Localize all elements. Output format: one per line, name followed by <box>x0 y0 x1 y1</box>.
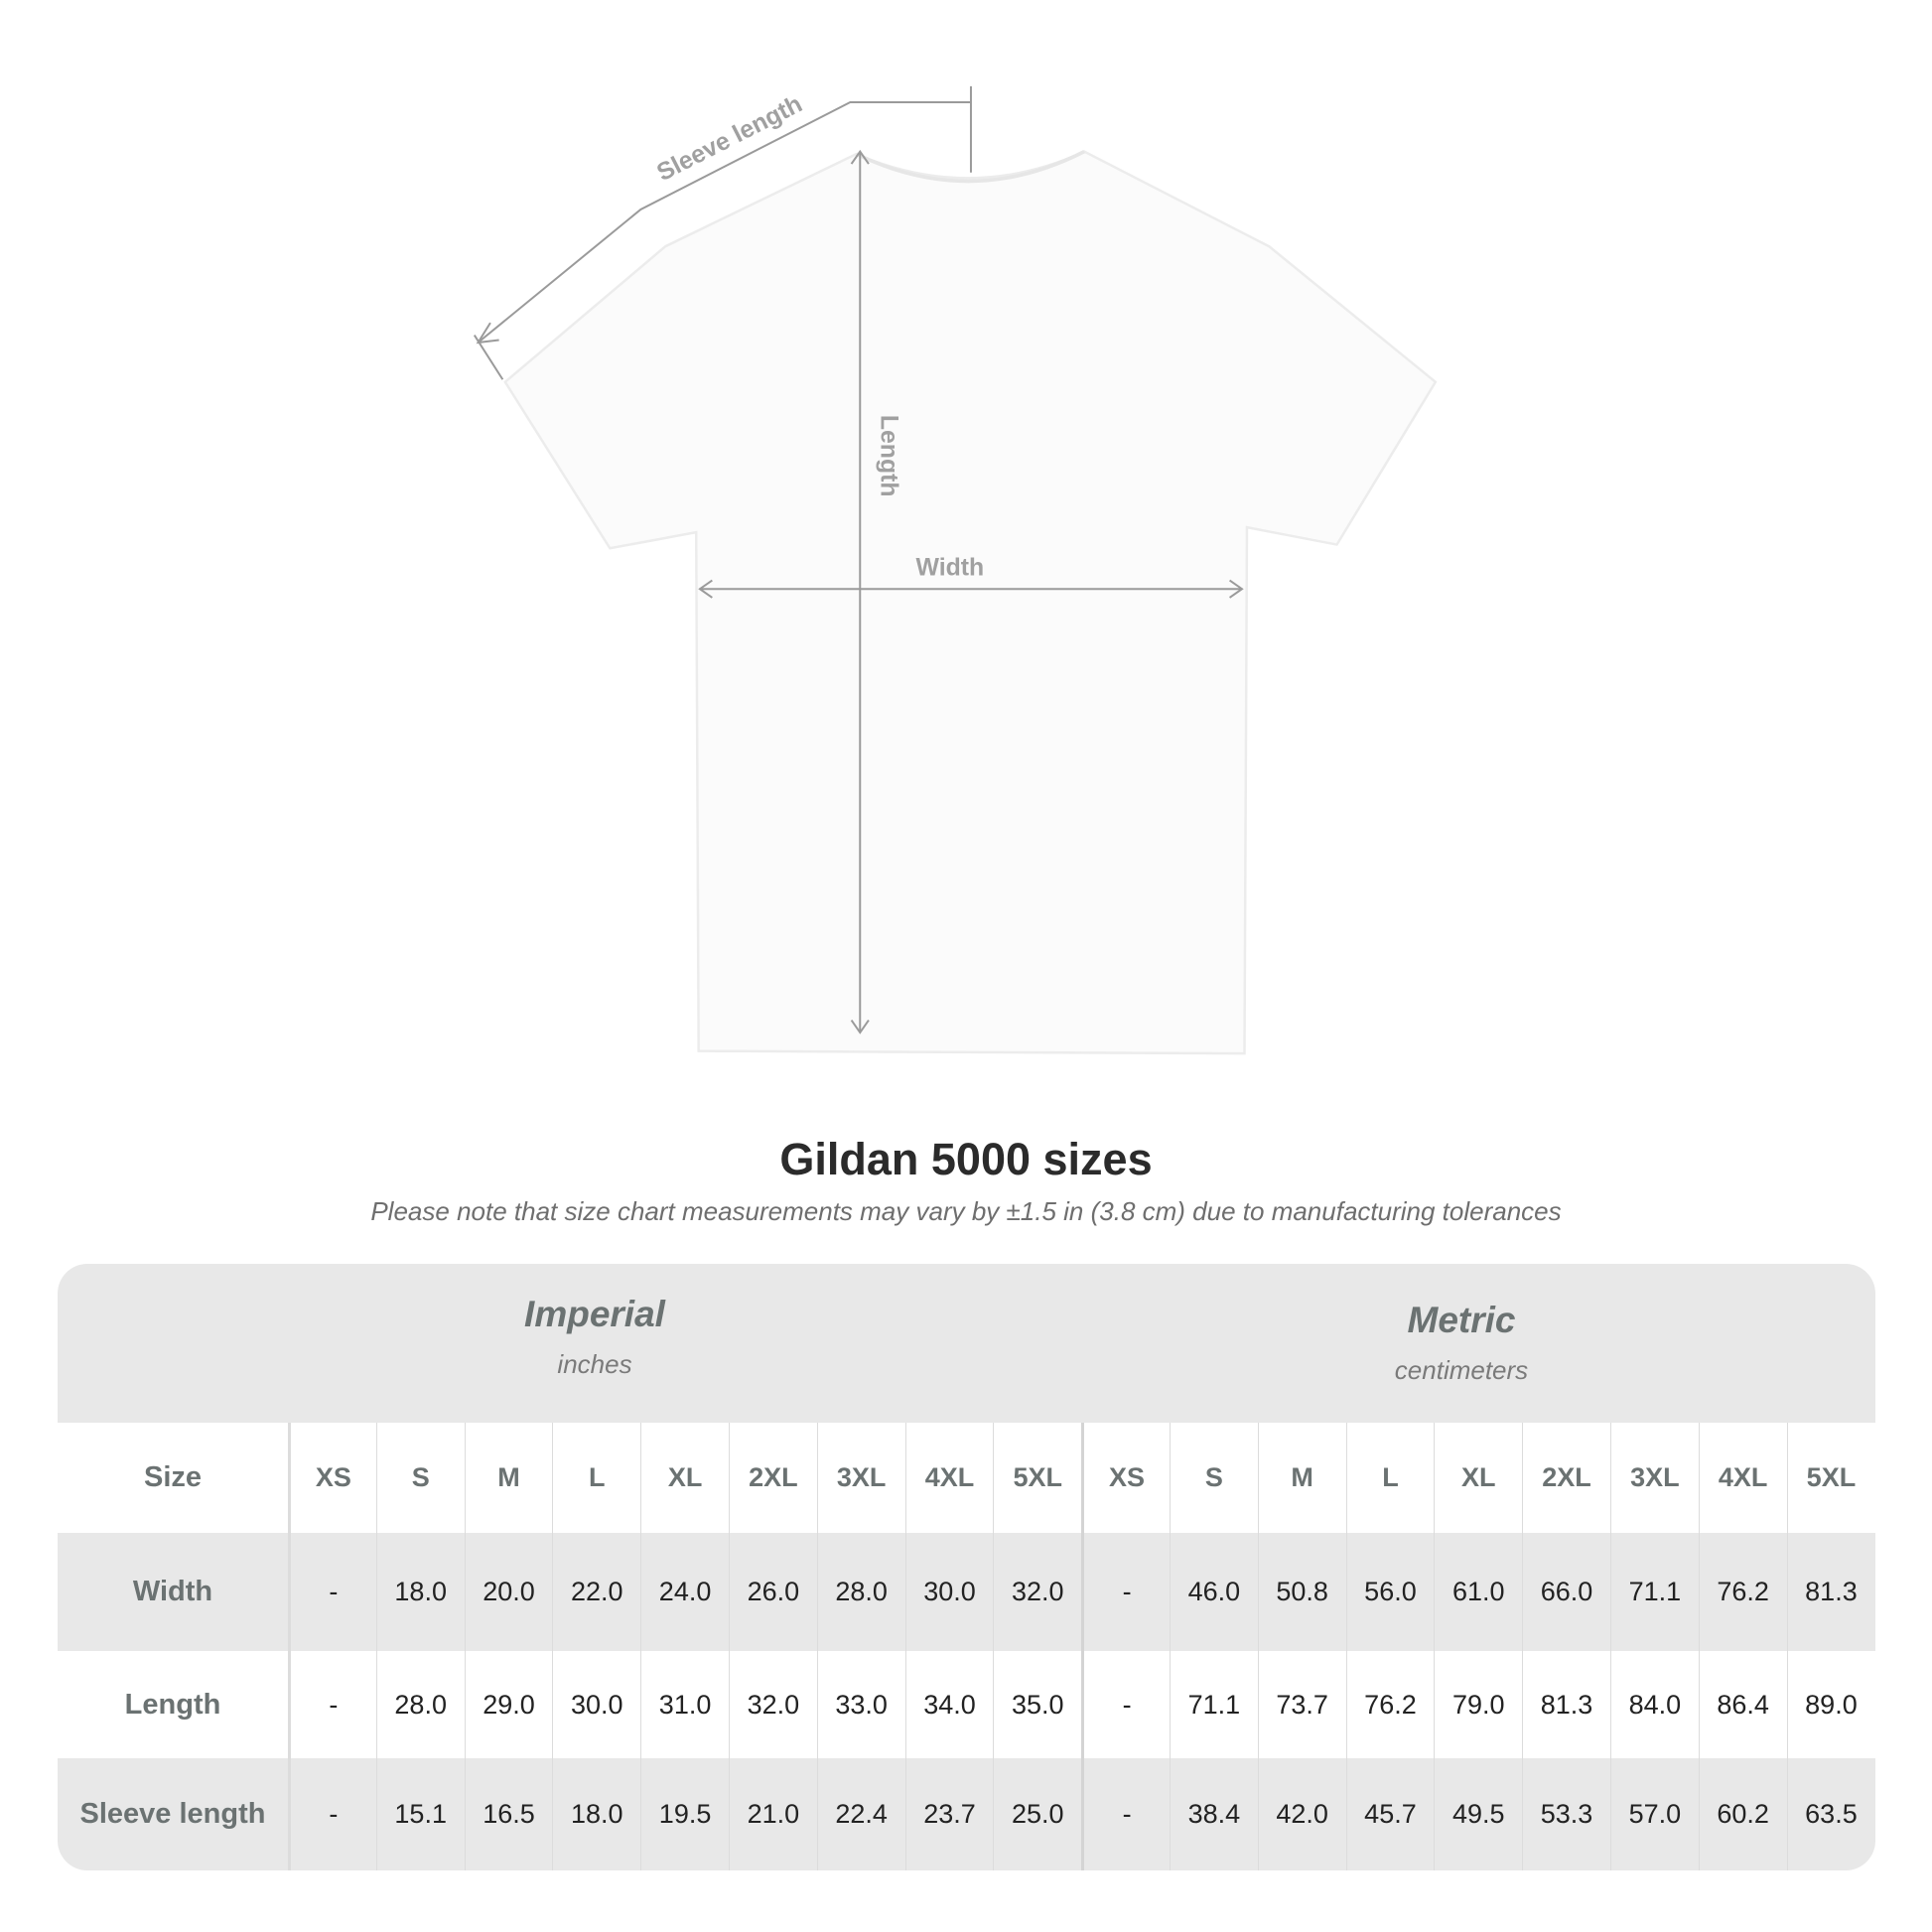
metric-value-cell: 86.4 <box>1698 1651 1787 1758</box>
metric-value-cell: 50.8 <box>1257 1533 1346 1651</box>
imperial-value-cell: 22.0 <box>552 1533 640 1651</box>
size-table: Imperial inches Metric centimeters Size X… <box>58 1264 1875 1870</box>
metric-value-cell: 42.0 <box>1257 1758 1346 1870</box>
imperial-header: Imperial inches <box>297 1294 893 1380</box>
size-header-cell: XL <box>640 1423 729 1533</box>
imperial-value-cell: 16.5 <box>464 1758 553 1870</box>
table-row: Width -18.0 20.0 22.0 24.0 26.0 28.0 30.0 32.0-4… <box>58 1533 1875 1651</box>
tolerance-note: Please note that size chart measurements… <box>370 1196 1562 1226</box>
sleeve-measure-line <box>473 85 972 380</box>
imperial-value-cell: 24.0 <box>640 1533 729 1651</box>
size-header-cell: 2XL <box>1522 1423 1610 1533</box>
imperial-value-cell: 32.0 <box>993 1533 1081 1651</box>
imperial-value-cell: 28.0 <box>375 1651 465 1758</box>
metric-value-cell: 45.7 <box>1345 1758 1435 1870</box>
metric-value-cell: 71.1 <box>1609 1533 1699 1651</box>
imperial-value-cell: 34.0 <box>904 1651 994 1758</box>
size-header-cell: S <box>375 1423 465 1533</box>
imperial-value-cell: 25.0 <box>993 1758 1081 1870</box>
imperial-value-cell: 21.0 <box>728 1758 817 1870</box>
page-title: Gildan 5000 sizes <box>779 1134 1153 1184</box>
imperial-value-cell: 30.0 <box>904 1533 994 1651</box>
metric-value-cell: 84.0 <box>1609 1651 1699 1758</box>
imperial-value-cell: 33.0 <box>816 1651 905 1758</box>
size-header-cell: L <box>552 1423 640 1533</box>
row-label: Length <box>124 1688 221 1721</box>
imperial-value-cell: 23.7 <box>904 1758 994 1870</box>
imperial-value-cell: 31.0 <box>640 1651 729 1758</box>
metric-value-cell: 49.5 <box>1434 1758 1522 1870</box>
imperial-value-cell: 22.4 <box>816 1758 905 1870</box>
imperial-value-cell: 18.0 <box>375 1533 465 1651</box>
metric-value-cell: - <box>1081 1533 1170 1651</box>
metric-value-cell: 53.3 <box>1522 1758 1610 1870</box>
size-header-cell: 3XL <box>816 1423 905 1533</box>
row-label: Width <box>132 1576 213 1607</box>
imperial-value-cell: - <box>288 1758 376 1870</box>
metric-value-cell: 71.1 <box>1169 1651 1258 1758</box>
metric-value-cell: 76.2 <box>1345 1651 1435 1758</box>
metric-value-cell: - <box>1081 1758 1170 1870</box>
sleeve-length-label: Sleeve length <box>653 90 807 187</box>
metric-header: Metric centimeters <box>1164 1300 1759 1386</box>
tshirt-image <box>503 150 1438 1055</box>
row-label: Size <box>143 1461 203 1493</box>
imperial-value-cell: 26.0 <box>728 1533 817 1651</box>
metric-value-cell: 63.5 <box>1786 1758 1875 1870</box>
imperial-title: Imperial <box>524 1294 665 1334</box>
metric-value-cell: 56.0 <box>1345 1533 1435 1651</box>
metric-value-cell: 57.0 <box>1609 1758 1699 1870</box>
table-row: Sleeve length -15.1 16.5 18.0 19.5 21.0 22.4 23… <box>58 1758 1875 1870</box>
metric-value-cell: 66.0 <box>1522 1533 1610 1651</box>
size-header-cell: 4XL <box>1698 1423 1787 1533</box>
metric-value-cell: 79.0 <box>1434 1651 1522 1758</box>
length-label: Length <box>875 415 901 497</box>
imperial-value-cell: - <box>288 1533 376 1651</box>
metric-value-cell: 38.4 <box>1169 1758 1258 1870</box>
size-header-cell: XL <box>1434 1423 1522 1533</box>
imperial-unit: inches <box>557 1349 632 1379</box>
metric-title: Metric <box>1407 1300 1516 1340</box>
row-label: Sleeve length <box>79 1798 266 1830</box>
metric-value-cell: 73.7 <box>1257 1651 1346 1758</box>
imperial-value-cell: - <box>288 1651 376 1758</box>
size-header-cell: 2XL <box>728 1423 817 1533</box>
length-measure-line <box>850 149 870 1035</box>
metric-unit: centimeters <box>1394 1355 1529 1385</box>
imperial-value-cell: 29.0 <box>464 1651 553 1758</box>
metric-value-cell: 81.3 <box>1786 1533 1875 1651</box>
imperial-value-cell: 35.0 <box>993 1651 1081 1758</box>
metric-value-cell: 61.0 <box>1434 1533 1522 1651</box>
imperial-value-cell: 15.1 <box>375 1758 465 1870</box>
metric-value-cell: - <box>1081 1651 1170 1758</box>
unit-header-band: Imperial inches Metric centimeters <box>58 1264 1875 1423</box>
table-row: Length -28.0 29.0 30.0 31.0 32.0 33.0 34.0 35.0-… <box>58 1651 1875 1758</box>
metric-value-cell: 89.0 <box>1786 1651 1875 1758</box>
imperial-value-cell: 18.0 <box>552 1758 640 1870</box>
width-measure-line <box>698 579 1244 599</box>
metric-value-cell: 60.2 <box>1698 1758 1787 1870</box>
size-header-cell: 3XL <box>1609 1423 1699 1533</box>
size-header-cell: M <box>464 1423 553 1533</box>
imperial-value-cell: 32.0 <box>728 1651 817 1758</box>
width-label: Width <box>916 555 985 582</box>
size-header-cell: 4XL <box>904 1423 994 1533</box>
size-header-cell: XS <box>1081 1423 1170 1533</box>
size-header-cell: S <box>1169 1423 1258 1533</box>
tshirt-collar <box>855 149 1085 184</box>
imperial-value-cell: 30.0 <box>552 1651 640 1758</box>
size-header-cell: 5XL <box>1786 1423 1875 1533</box>
size-header-cell: M <box>1257 1423 1346 1533</box>
imperial-value-cell: 19.5 <box>640 1758 729 1870</box>
size-header-cell: L <box>1345 1423 1435 1533</box>
size-header-cell: XS <box>288 1423 376 1533</box>
imperial-value-cell: 28.0 <box>816 1533 905 1651</box>
metric-value-cell: 76.2 <box>1698 1533 1787 1651</box>
metric-value-cell: 81.3 <box>1522 1651 1610 1758</box>
metric-value-cell: 46.0 <box>1169 1533 1258 1651</box>
size-header-row: Size XS S M L XL 2XL 3XL 4XL 5XL XS S M L XL 2XL 3XL 4XL 5… <box>58 1423 1875 1533</box>
imperial-value-cell: 20.0 <box>464 1533 553 1651</box>
size-header-cell: 5XL <box>993 1423 1081 1533</box>
